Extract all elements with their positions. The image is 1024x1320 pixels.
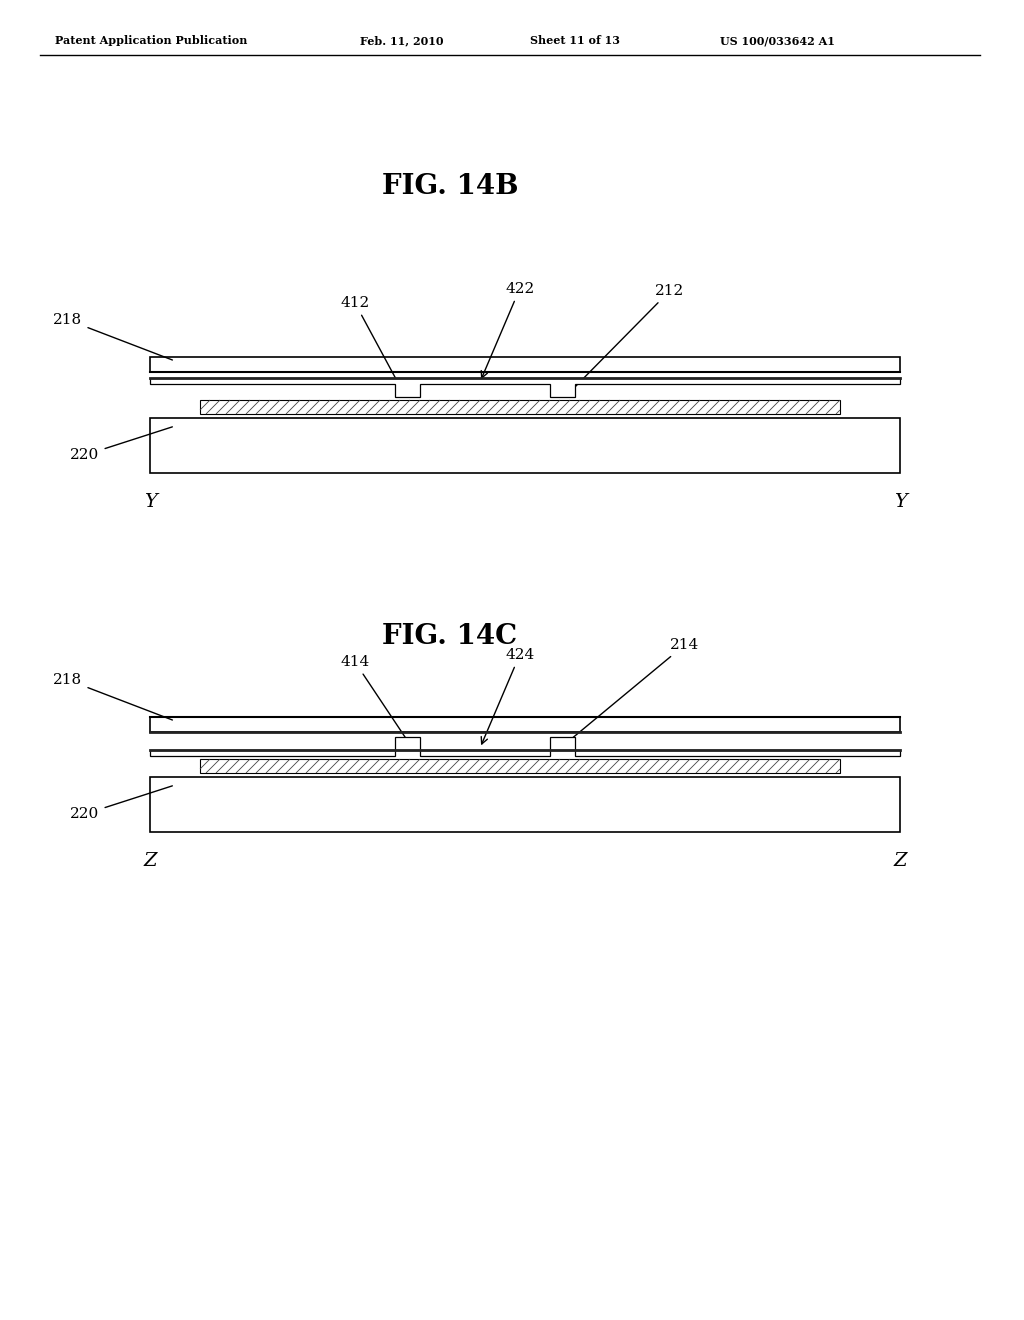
Bar: [200, 759, 840, 774]
Text: 412: 412: [340, 296, 401, 389]
Text: FIG. 14B: FIG. 14B: [382, 173, 518, 201]
Bar: [150, 418, 900, 473]
Polygon shape: [150, 737, 900, 756]
Text: 424: 424: [481, 648, 535, 744]
Text: Y: Y: [894, 492, 906, 511]
Polygon shape: [150, 378, 900, 397]
Text: 414: 414: [340, 655, 406, 738]
Bar: [200, 400, 840, 414]
Text: 218: 218: [53, 673, 172, 719]
Bar: [150, 356, 900, 372]
Text: 212: 212: [572, 284, 684, 389]
Text: 218: 218: [53, 313, 172, 360]
Text: Z: Z: [893, 851, 906, 870]
Text: Z: Z: [143, 851, 157, 870]
Text: 220: 220: [71, 426, 172, 462]
Text: Sheet 11 of 13: Sheet 11 of 13: [530, 36, 620, 46]
Text: 422: 422: [481, 282, 535, 378]
Text: US 100/033642 A1: US 100/033642 A1: [720, 36, 835, 46]
Bar: [150, 777, 900, 832]
Text: 220: 220: [71, 785, 172, 821]
Text: Y: Y: [143, 492, 157, 511]
Text: 214: 214: [572, 638, 699, 738]
Text: FIG. 14C: FIG. 14C: [382, 623, 517, 649]
Text: Feb. 11, 2010: Feb. 11, 2010: [360, 36, 443, 46]
Text: Patent Application Publication: Patent Application Publication: [55, 36, 248, 46]
Bar: [150, 717, 900, 733]
